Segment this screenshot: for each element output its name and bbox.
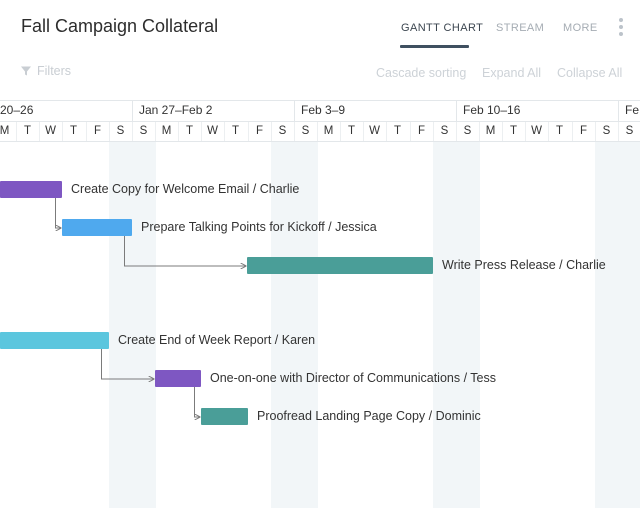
day-divider bbox=[340, 122, 341, 141]
day-label: M bbox=[0, 125, 10, 137]
day-divider bbox=[572, 122, 573, 141]
filters-label: Filters bbox=[37, 64, 72, 78]
day-label: T bbox=[555, 125, 564, 137]
tab-stream[interactable]: STREAM bbox=[496, 22, 545, 34]
dependency-arrow bbox=[194, 387, 201, 417]
page-title: Fall Campaign Collateral bbox=[21, 16, 219, 36]
day-divider bbox=[479, 122, 480, 141]
header-border-top bbox=[0, 100, 640, 101]
day-label: S bbox=[301, 125, 310, 137]
day-divider bbox=[363, 122, 364, 141]
task-bar-prepare-talking-points[interactable] bbox=[62, 219, 132, 236]
day-label: T bbox=[231, 125, 240, 137]
active-tab-indicator bbox=[400, 45, 469, 48]
task-label: Prepare Talking Points for Kickoff / Jes… bbox=[141, 220, 377, 234]
day-divider bbox=[618, 122, 619, 141]
week-divider bbox=[294, 100, 295, 121]
weekend-shade bbox=[109, 142, 156, 508]
day-label: M bbox=[485, 125, 496, 137]
day-divider bbox=[178, 122, 179, 141]
week-divider bbox=[456, 100, 457, 121]
weekend-shade bbox=[271, 142, 318, 508]
task-label: Create End of Week Report / Karen bbox=[118, 333, 316, 347]
task-bar-write-press-release[interactable] bbox=[247, 257, 433, 274]
day-divider bbox=[433, 122, 434, 141]
gantt-chart: 20–26 Jan 27–Feb 2 Feb 3–9 Feb 10–16 Fe … bbox=[0, 100, 640, 508]
week-header: Fe bbox=[625, 103, 640, 117]
day-label: S bbox=[278, 125, 287, 137]
day-divider bbox=[456, 122, 457, 141]
tab-gantt-chart[interactable]: GANTT CHART bbox=[401, 22, 484, 34]
day-divider bbox=[39, 122, 40, 141]
more-vertical-icon[interactable] bbox=[616, 18, 626, 40]
day-divider bbox=[410, 122, 411, 141]
filters-button[interactable]: Filters bbox=[20, 64, 71, 78]
task-label: Write Press Release / Charlie bbox=[442, 258, 606, 272]
day-label: T bbox=[347, 125, 356, 137]
day-divider bbox=[248, 122, 249, 141]
day-divider bbox=[86, 122, 87, 141]
day-divider bbox=[62, 122, 63, 141]
weekend-shade bbox=[595, 142, 640, 508]
task-label: One-on-one with Director of Communicatio… bbox=[210, 371, 496, 385]
day-row-divider bbox=[0, 141, 640, 142]
week-row-divider bbox=[0, 121, 640, 122]
task-bar-create-copy-welcome-email[interactable] bbox=[0, 181, 62, 198]
day-divider bbox=[548, 122, 549, 141]
day-label: S bbox=[602, 125, 611, 137]
day-label: S bbox=[116, 125, 125, 137]
collapse-all-button[interactable]: Collapse All bbox=[557, 66, 623, 80]
week-divider bbox=[132, 100, 133, 121]
day-label: W bbox=[45, 125, 56, 137]
day-label: S bbox=[625, 125, 634, 137]
day-divider bbox=[386, 122, 387, 141]
dependency-arrow bbox=[55, 198, 62, 228]
week-header: Feb 3–9 bbox=[301, 103, 346, 117]
day-label: S bbox=[463, 125, 472, 137]
funnel-icon bbox=[21, 66, 31, 76]
day-label: T bbox=[509, 125, 518, 137]
day-divider bbox=[109, 122, 110, 141]
day-label: M bbox=[161, 125, 172, 137]
day-divider bbox=[502, 122, 503, 141]
cascade-sorting-button[interactable]: Cascade sorting bbox=[376, 66, 467, 80]
day-label: F bbox=[255, 125, 264, 137]
day-divider bbox=[201, 122, 202, 141]
day-label: W bbox=[207, 125, 218, 137]
day-divider bbox=[224, 122, 225, 141]
day-label: W bbox=[531, 125, 542, 137]
day-divider bbox=[155, 122, 156, 141]
week-header: Jan 27–Feb 2 bbox=[139, 103, 213, 117]
day-label: F bbox=[417, 125, 426, 137]
day-label: F bbox=[579, 125, 588, 137]
day-divider bbox=[525, 122, 526, 141]
day-divider bbox=[271, 122, 272, 141]
day-divider bbox=[132, 122, 133, 141]
day-label: F bbox=[93, 125, 102, 137]
day-label: T bbox=[185, 125, 194, 137]
day-label: T bbox=[393, 125, 402, 137]
day-divider bbox=[294, 122, 295, 141]
weekend-shade bbox=[433, 142, 480, 508]
day-divider bbox=[16, 122, 17, 141]
task-bar-proofread-landing-page[interactable] bbox=[201, 408, 248, 425]
day-label: M bbox=[323, 125, 334, 137]
day-label: S bbox=[139, 125, 148, 137]
dependency-lines bbox=[55, 198, 640, 508]
day-divider bbox=[317, 122, 318, 141]
week-divider bbox=[618, 100, 619, 121]
day-label: S bbox=[440, 125, 449, 137]
day-label: W bbox=[369, 125, 380, 137]
week-header: Feb 10–16 bbox=[463, 103, 521, 117]
task-label: Proofread Landing Page Copy / Dominic bbox=[257, 409, 481, 423]
day-divider bbox=[595, 122, 596, 141]
expand-all-button[interactable]: Expand All bbox=[482, 66, 542, 80]
task-label: Create Copy for Welcome Email / Charlie bbox=[71, 182, 300, 196]
task-bar-one-on-one-director[interactable] bbox=[155, 370, 201, 387]
task-bar-end-of-week-report[interactable] bbox=[0, 332, 109, 349]
tab-more[interactable]: MORE bbox=[563, 22, 598, 34]
week-header: 20–26 bbox=[0, 103, 34, 117]
day-label: T bbox=[69, 125, 78, 137]
day-label: T bbox=[23, 125, 32, 137]
